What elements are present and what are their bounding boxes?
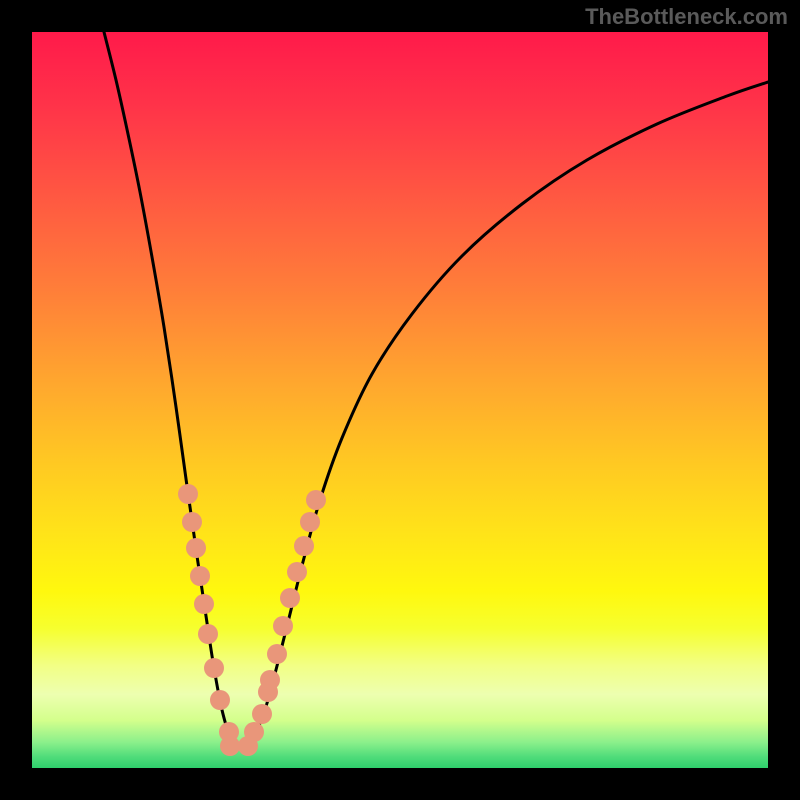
data-marker xyxy=(210,690,230,710)
curve-layer xyxy=(32,32,768,768)
data-marker xyxy=(182,512,202,532)
data-marker xyxy=(260,670,280,690)
data-marker xyxy=(267,644,287,664)
data-marker xyxy=(244,722,264,742)
data-marker xyxy=(252,704,272,724)
data-marker xyxy=(198,624,218,644)
data-marker xyxy=(204,658,224,678)
data-marker xyxy=(194,594,214,614)
data-marker xyxy=(306,490,326,510)
data-marker xyxy=(186,538,206,558)
data-marker xyxy=(190,566,210,586)
chart-container: TheBottleneck.com xyxy=(0,0,800,800)
data-marker xyxy=(287,562,307,582)
data-marker xyxy=(300,512,320,532)
data-marker xyxy=(294,536,314,556)
data-marker xyxy=(220,736,240,756)
marker-group xyxy=(178,484,326,756)
data-marker xyxy=(280,588,300,608)
data-marker xyxy=(273,616,293,636)
watermark-text: TheBottleneck.com xyxy=(585,4,788,30)
data-marker xyxy=(178,484,198,504)
chart-plot-area xyxy=(32,32,768,768)
